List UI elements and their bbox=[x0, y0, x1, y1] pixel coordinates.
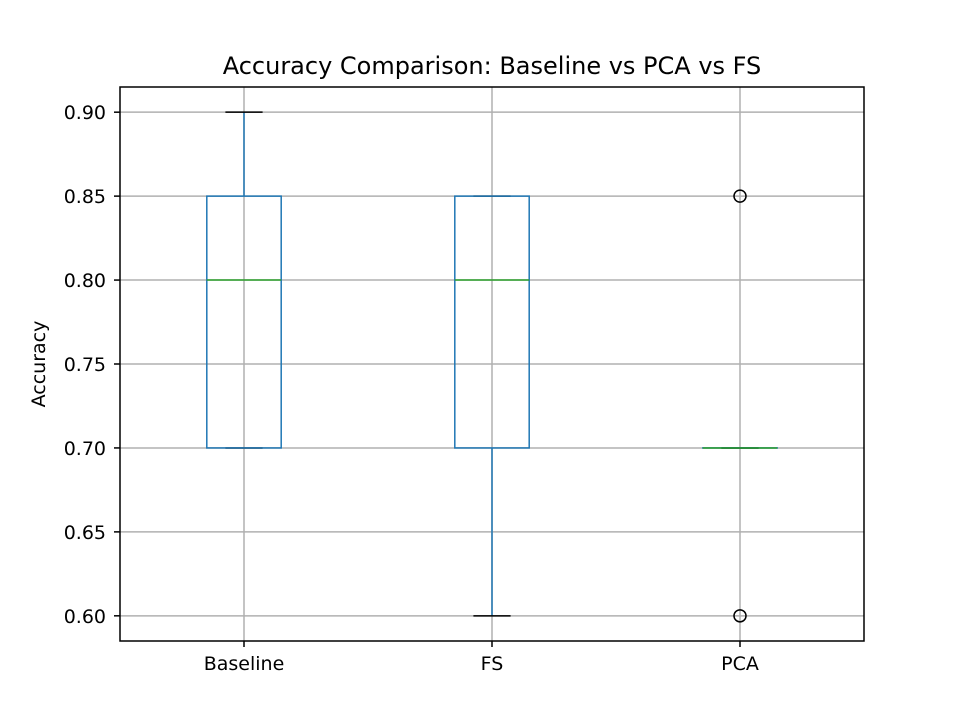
y-tick-label: 0.65 bbox=[64, 522, 106, 544]
y-tick-label: 0.85 bbox=[64, 186, 106, 208]
outlier-point bbox=[733, 609, 747, 623]
chart-title: Accuracy Comparison: Baseline vs PCA vs … bbox=[223, 52, 762, 80]
x-tick-label: FS bbox=[481, 653, 504, 675]
x-tick-label: Baseline bbox=[204, 653, 285, 675]
box-layer bbox=[206, 111, 778, 623]
y-axis-label: Accuracy bbox=[28, 321, 50, 408]
y-tick-label: 0.70 bbox=[64, 438, 106, 460]
box-iqr bbox=[454, 195, 530, 449]
y-tick-label: 0.75 bbox=[64, 354, 106, 376]
y-tick-label: 0.80 bbox=[64, 270, 106, 292]
box-group-baseline bbox=[206, 111, 282, 449]
y-tick-label: 0.90 bbox=[64, 102, 106, 124]
outlier-point bbox=[733, 189, 747, 203]
box-group-fs bbox=[454, 195, 530, 617]
box-group-pca bbox=[702, 189, 778, 623]
y-tick-label: 0.60 bbox=[64, 606, 106, 628]
x-tick-label: PCA bbox=[721, 653, 759, 675]
box-iqr bbox=[206, 195, 282, 449]
tick-layer: 0.60 0.65 0.70 0.75 0.80 0.85 0.90 Baseline FS PC… bbox=[64, 102, 759, 675]
